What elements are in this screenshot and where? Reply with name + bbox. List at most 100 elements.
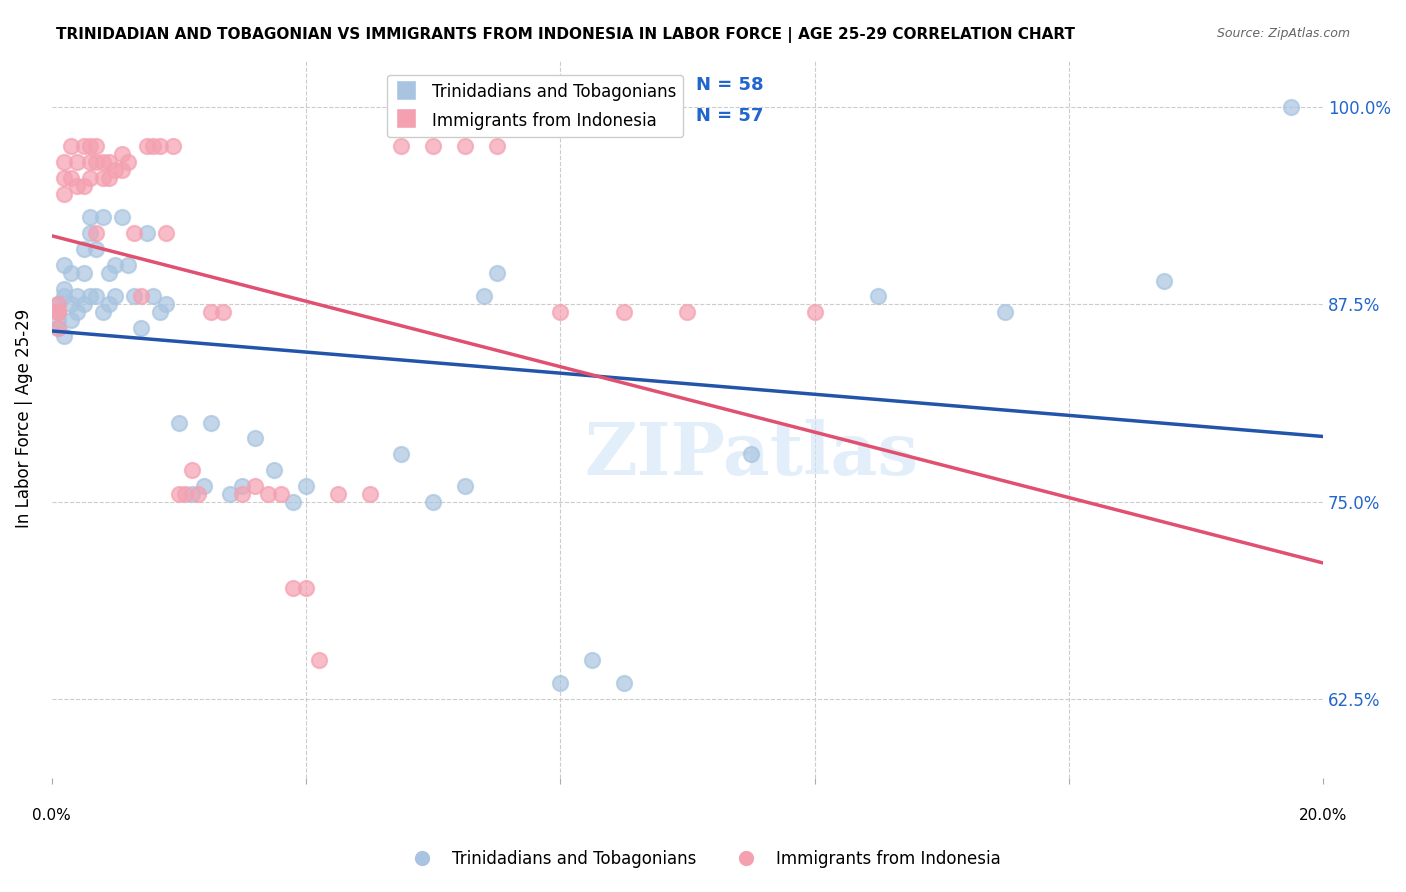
Point	[155, 297, 177, 311]
Point	[803, 305, 825, 319]
Point	[97, 297, 120, 311]
Point	[84, 155, 107, 169]
Point	[46, 313, 69, 327]
Point	[66, 155, 89, 169]
Point	[129, 321, 152, 335]
Point	[79, 139, 101, 153]
Point	[79, 211, 101, 225]
Point	[200, 305, 222, 319]
Point	[66, 289, 89, 303]
Point	[155, 227, 177, 241]
Point	[243, 432, 266, 446]
Text: ZIPatlas: ZIPatlas	[583, 419, 918, 491]
Point	[1279, 100, 1302, 114]
Point	[46, 297, 69, 311]
Point	[550, 676, 572, 690]
Point	[136, 227, 159, 241]
Point	[167, 416, 190, 430]
Point	[212, 305, 235, 319]
Point	[84, 227, 107, 241]
Point	[53, 258, 76, 272]
Point	[84, 139, 107, 153]
Point	[326, 487, 349, 501]
Point	[613, 676, 636, 690]
Point	[117, 258, 139, 272]
Point	[72, 242, 94, 256]
Point	[53, 155, 76, 169]
Point	[46, 305, 69, 319]
Point	[1153, 274, 1175, 288]
Y-axis label: In Labor Force | Age 25-29: In Labor Force | Age 25-29	[15, 310, 32, 528]
Point	[53, 281, 76, 295]
Point	[218, 487, 240, 501]
Point	[66, 305, 89, 319]
Point	[46, 305, 69, 319]
Point	[124, 227, 146, 241]
Point	[422, 139, 444, 153]
Point	[740, 447, 762, 461]
Point	[72, 178, 94, 193]
Point	[72, 297, 94, 311]
Text: R = 0.439   N = 57: R = 0.439 N = 57	[579, 107, 763, 125]
Point	[472, 289, 495, 303]
Point	[270, 487, 292, 501]
Point	[263, 463, 285, 477]
Point	[180, 463, 202, 477]
Point	[308, 652, 330, 666]
Point	[53, 329, 76, 343]
Point	[46, 321, 69, 335]
Point	[295, 582, 318, 596]
Point	[97, 171, 120, 186]
Point	[79, 289, 101, 303]
Point	[59, 297, 82, 311]
Point	[46, 297, 69, 311]
Point	[167, 487, 190, 501]
Point	[104, 289, 127, 303]
Point	[53, 186, 76, 201]
Point	[149, 305, 172, 319]
Text: 0.0%: 0.0%	[32, 808, 72, 823]
Point	[149, 139, 172, 153]
Point	[91, 211, 114, 225]
Text: 20.0%: 20.0%	[1299, 808, 1347, 823]
Point	[53, 289, 76, 303]
Point	[187, 487, 209, 501]
Point	[454, 139, 477, 153]
Point	[389, 139, 412, 153]
Point	[389, 447, 412, 461]
Legend: Trinidadians and Tobagonians, Immigrants from Indonesia: Trinidadians and Tobagonians, Immigrants…	[398, 844, 1008, 875]
Point	[53, 171, 76, 186]
Point	[613, 305, 636, 319]
Text: Source: ZipAtlas.com: Source: ZipAtlas.com	[1216, 27, 1350, 40]
Point	[283, 582, 305, 596]
Point	[485, 139, 508, 153]
Point	[550, 305, 572, 319]
Point	[59, 139, 82, 153]
Point	[136, 139, 159, 153]
Point	[117, 155, 139, 169]
Point	[111, 163, 134, 178]
Point	[79, 155, 101, 169]
Point	[193, 479, 215, 493]
Point	[994, 305, 1017, 319]
Point	[454, 479, 477, 493]
Point	[142, 289, 165, 303]
Point	[97, 266, 120, 280]
Point	[84, 289, 107, 303]
Point	[91, 171, 114, 186]
Point	[91, 155, 114, 169]
Point	[111, 147, 134, 161]
Point	[129, 289, 152, 303]
Point	[283, 494, 305, 508]
Point	[142, 139, 165, 153]
Point	[124, 289, 146, 303]
Point	[200, 416, 222, 430]
Point	[59, 171, 82, 186]
Point	[59, 313, 82, 327]
Text: R = 0.398   N = 58: R = 0.398 N = 58	[579, 76, 763, 94]
Point	[46, 305, 69, 319]
Point	[104, 258, 127, 272]
Point	[84, 242, 107, 256]
Point	[180, 487, 202, 501]
Point	[79, 171, 101, 186]
